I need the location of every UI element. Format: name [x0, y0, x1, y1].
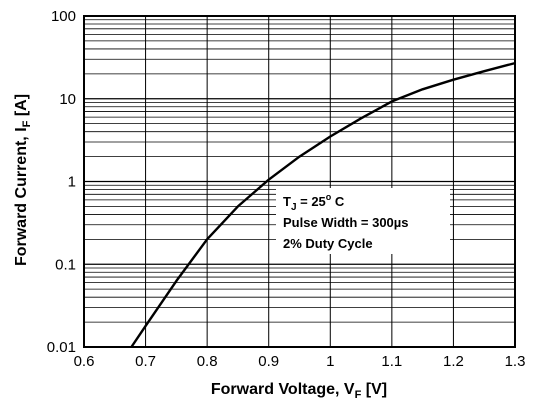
x-axis-title-subscript: F	[355, 389, 362, 401]
y-axis-title-subscript: F	[21, 120, 33, 127]
degree-superscript: o	[326, 192, 332, 202]
duty-cycle-annotation: 2% Duty Cycle	[283, 236, 373, 251]
series-layer	[130, 61, 516, 348]
x-axis-title-main: Forward Voltage, V	[211, 381, 355, 398]
y-tick-label: 100	[51, 8, 76, 25]
tj-subscript: J	[291, 202, 297, 213]
tj-symbol: T	[283, 194, 291, 209]
tj-unit: C	[331, 194, 345, 209]
x-tick-label: 1	[326, 353, 334, 370]
x-axis-title: Forward Voltage, VF [V]	[211, 381, 387, 401]
y-axis-title-main: Forward Current, I	[13, 127, 30, 266]
annotation-background	[276, 188, 450, 254]
x-axis-title-unit: [V]	[361, 381, 387, 398]
y-tick-label: 0.01	[47, 339, 76, 356]
test-conditions-annotation: TJ = 25o C Pulse Width = 300µs 2% Duty C…	[276, 188, 450, 254]
x-tick-label: 0.9	[258, 353, 279, 370]
pulse-width-annotation: Pulse Width = 300µs	[283, 215, 409, 230]
y-tick-label: 10	[59, 91, 76, 108]
x-tick-label: 0.8	[197, 353, 218, 370]
forward-current-curve	[130, 61, 516, 348]
y-tick-label: 0.1	[55, 256, 76, 273]
x-tick-label: 1.3	[505, 353, 526, 370]
y-axis-title: Forward Current, IF [A]	[13, 94, 33, 266]
tj-value: = 25	[297, 194, 326, 209]
x-tick-label: 1.1	[381, 353, 402, 370]
x-tick-label: 0.6	[74, 353, 95, 370]
plot-frame	[83, 15, 516, 348]
tj-annotation: TJ = 25o C	[283, 192, 345, 213]
tick-labels: 0.6 0.7 0.8 0.9 1 1.1 1.2 1.3 0.01 0.1 1 10 100	[47, 8, 526, 370]
y-tick-label: 1	[68, 174, 76, 191]
x-tick-label: 0.7	[135, 353, 156, 370]
y-axis-title-unit: [A]	[13, 94, 30, 121]
x-tick-label: 1.2	[443, 353, 464, 370]
